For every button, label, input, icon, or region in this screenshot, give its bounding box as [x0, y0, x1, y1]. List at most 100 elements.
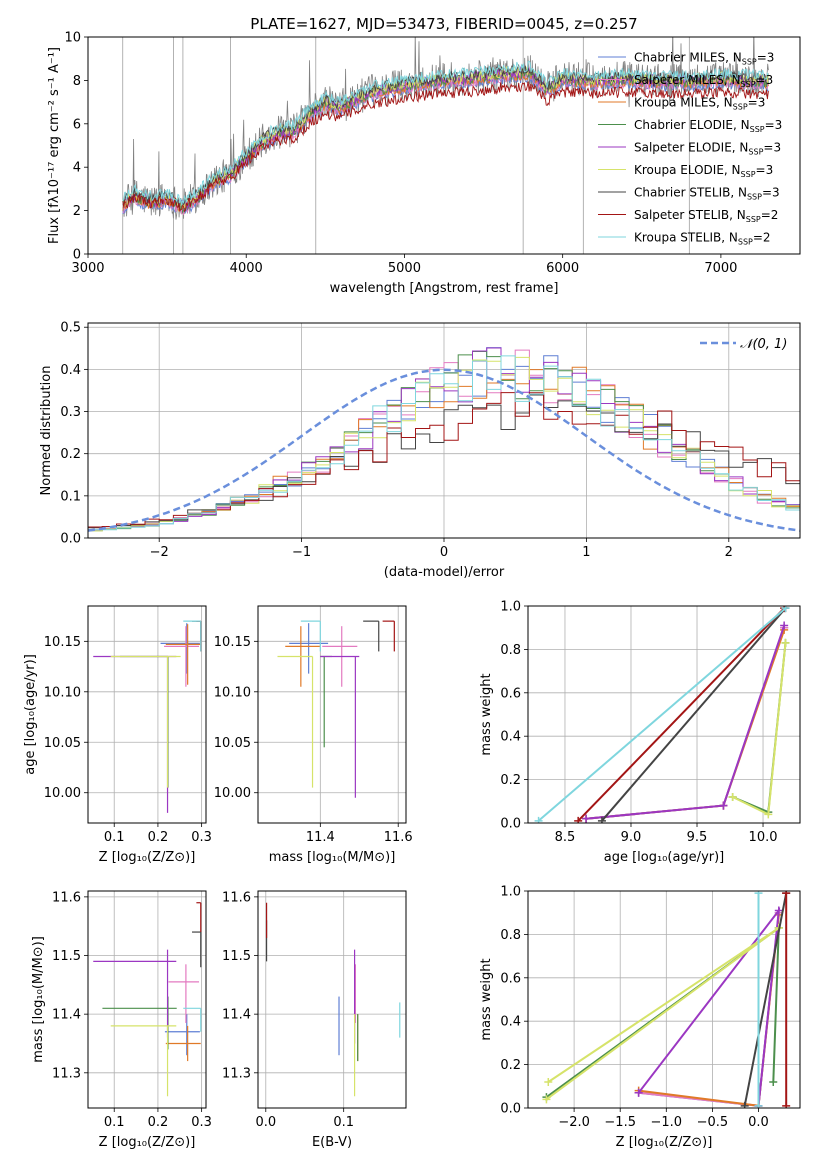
- errorbar-kroupa-miles: [165, 624, 201, 685]
- plot-area: [528, 891, 800, 1108]
- y-tick-label: 0.6: [500, 971, 521, 986]
- x-tick-label: 11.4: [306, 830, 335, 845]
- y-tick-label: 1.0: [500, 885, 521, 900]
- plot-area: [122, 37, 769, 254]
- y-axis-label: mass [log₁₀(M/M⊙)]: [31, 936, 46, 1063]
- weight-line-kroupa-elodie: [732, 642, 787, 816]
- y-tick-label: 0.8: [500, 928, 521, 943]
- errorbar-chabrier-elodie: [102, 996, 177, 1050]
- weight-marker: [754, 891, 763, 898]
- panel-ebv-mass: 0.0 0.1 11.3 11.4 11.5 11.6 E(B-V): [222, 890, 407, 1150]
- x-tick-label: 0.2: [148, 830, 169, 845]
- x-tick-label: −2: [150, 545, 169, 560]
- weight-marker: [769, 1077, 778, 1086]
- errorbar-kroupa-stelib: [183, 620, 202, 652]
- legend-label-chabrier-stelib: Chabrier STELIB, NSSP=3: [634, 186, 780, 202]
- errorbar-chabrier-miles: [289, 623, 329, 674]
- x-tick-label: −1: [292, 545, 311, 560]
- weight-marker: [782, 891, 791, 898]
- x-tick-label: 9.5: [687, 830, 708, 845]
- y-tick-label: 1.0: [500, 600, 521, 615]
- y-tick-label: 11.5: [222, 949, 251, 964]
- weight-marker: [740, 1101, 749, 1108]
- weight-marker: [597, 816, 606, 823]
- errorbar-salpeter-elodie: [93, 655, 177, 813]
- axes-frame: [257, 890, 407, 1109]
- plot-area: [258, 606, 406, 823]
- y-axis-label: mass weight: [479, 673, 494, 755]
- y-tick-label: 6: [73, 117, 81, 132]
- weight-marker: [574, 816, 583, 823]
- legend-label-chabrier-miles: Chabrier MILES, NSSP=3: [634, 51, 774, 67]
- y-tick-label: 0.2: [500, 1058, 521, 1073]
- y-tick-label: 11.3: [52, 1066, 81, 1081]
- y-axis-label: Normed distribution: [39, 366, 54, 496]
- y-tick-label: 0.2: [500, 773, 521, 788]
- weight-line-chabrier-stelib: [601, 607, 787, 822]
- x-tick-label: 7000: [704, 261, 737, 276]
- x-tick-label: 6000: [546, 261, 579, 276]
- errorbar-kroupa-miles: [165, 1025, 201, 1062]
- y-tick-label: 10.10: [214, 685, 251, 700]
- x-axis-label: (data-model)/error: [384, 565, 505, 580]
- y-tick-label: 0.3: [60, 405, 81, 420]
- y-tick-label: 11.5: [52, 949, 81, 964]
- errorbar-kroupa-stelib: [300, 620, 321, 652]
- legend-label-chabrier-elodie: Chabrier ELODIE, NSSP=3: [634, 118, 782, 134]
- histogram-kroupa-stelib: [88, 355, 800, 531]
- y-tick-label: 0.0: [500, 817, 521, 832]
- panel-Z-age: 0.1 0.2 0.3 10.00 10.05 10.10 10.15 Z [log₁₀(Z/…: [23, 605, 212, 865]
- weight-marker: [782, 1101, 791, 1108]
- x-axis-label: mass [log₁₀(M/M⊙)]: [269, 850, 396, 865]
- weight-marker: [781, 606, 790, 613]
- y-tick-label: 0.2: [60, 447, 81, 462]
- x-tick-label: 9.0: [621, 830, 642, 845]
- weight-marker: [754, 1101, 763, 1108]
- axes-frame: [87, 605, 207, 824]
- y-tick-label: 0.1: [60, 489, 81, 504]
- x-tick-label: −1.5: [604, 1115, 636, 1130]
- y-tick-label: 0.5: [60, 321, 81, 336]
- weight-marker: [582, 814, 591, 823]
- weight-line-chabrier-stelib: [743, 893, 788, 1106]
- weight-marker: [719, 801, 728, 810]
- y-tick-label: 0.0: [60, 532, 81, 547]
- x-axis-label: Z [log₁₀(Z/Z⊙)]: [99, 1135, 196, 1150]
- errorbar-salpeter-miles: [168, 964, 200, 1023]
- model-spectrum-kroupa-stelib: [122, 60, 769, 206]
- errorbar-kroupa-elodie: [277, 655, 314, 788]
- plot-area: [258, 891, 406, 1108]
- x-tick-label: 11.6: [384, 830, 413, 845]
- errorbar-salpeter-stelib: [196, 902, 202, 933]
- y-axis-label: mass weight: [479, 958, 494, 1040]
- x-axis-label: wavelength [Angstrom, rest frame]: [330, 281, 559, 296]
- errorbar-kroupa-stelib: [183, 1007, 202, 1032]
- y-tick-label: 11.6: [222, 890, 251, 905]
- y-tick-label: 0.8: [500, 643, 521, 658]
- plot-area: [88, 606, 206, 823]
- y-tick-label: 10.00: [44, 786, 81, 801]
- plot-area: [88, 891, 206, 1108]
- axes-frame: [87, 890, 207, 1109]
- weight-marker: [780, 621, 789, 630]
- x-tick-label: 0.1: [333, 1115, 354, 1130]
- gaussian-reference-curve: [88, 368, 800, 532]
- legend-label-salpeter-elodie: Salpeter ELODIE, NSSP=3: [634, 141, 781, 157]
- x-axis-label: Z [log₁₀(Z/Z⊙)]: [616, 1135, 713, 1150]
- y-tick-label: 0.4: [500, 1015, 521, 1030]
- y-tick-label: 10.05: [44, 736, 81, 751]
- weight-marker: [542, 1095, 551, 1104]
- x-tick-label: 0.1: [104, 1115, 125, 1130]
- legend-label-kroupa-miles: Kroupa MILES, NSSP=3: [634, 96, 765, 112]
- x-tick-label: 2: [725, 545, 733, 560]
- errorbar-kroupa-elodie: [110, 1025, 177, 1097]
- plot-area: [88, 323, 800, 538]
- weight-line-salpeter-stelib: [577, 607, 785, 822]
- x-tick-label: 0.2: [148, 1115, 169, 1130]
- weight-marker: [534, 816, 543, 823]
- model-spectrum-salpeter-elodie: [122, 65, 769, 210]
- x-tick-label: 3000: [71, 261, 104, 276]
- histogram-salpeter-elodie: [88, 347, 800, 531]
- errorbar-kroupa-elodie: [110, 655, 181, 788]
